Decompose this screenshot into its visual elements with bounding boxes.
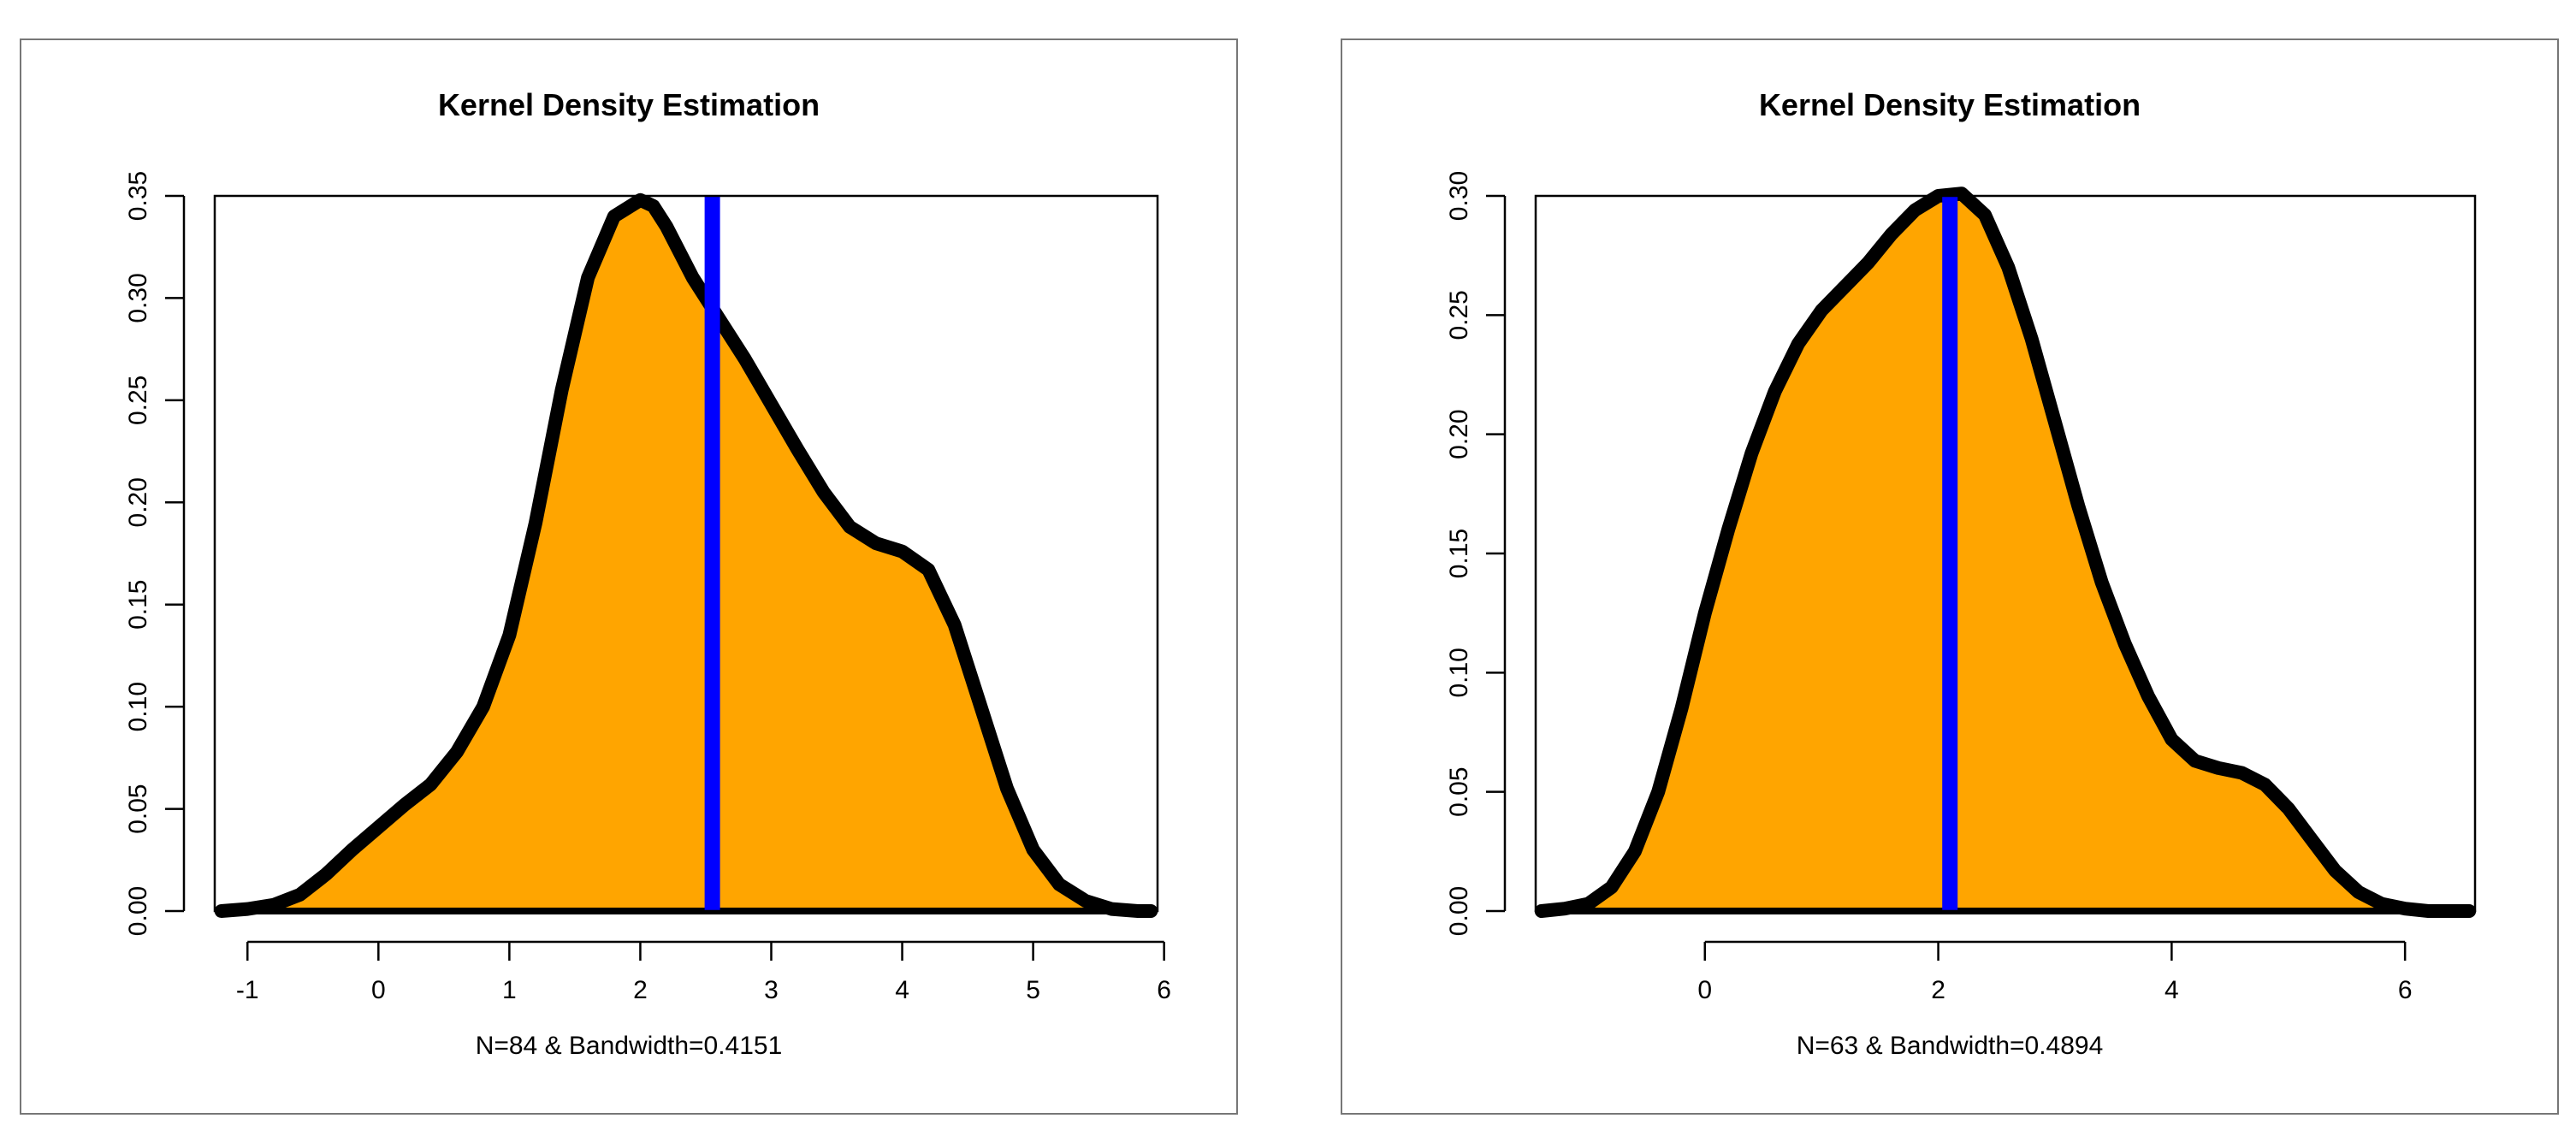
x-axis-label: N=63 & Bandwidth=0.4894 bbox=[1797, 1032, 2104, 1060]
y-tick-label: 0.10 bbox=[1445, 648, 1473, 697]
x-tick-label: 2 bbox=[633, 976, 648, 1004]
density-curve bbox=[214, 192, 1158, 918]
y-tick-label: 0.35 bbox=[124, 171, 152, 221]
y-tick-label: 0.30 bbox=[124, 273, 152, 323]
x-tick-label: 4 bbox=[2164, 976, 2179, 1004]
chart-title: Kernel Density Estimation bbox=[1759, 87, 2141, 122]
y-tick-label: 0.20 bbox=[1445, 409, 1473, 459]
density-fill bbox=[1541, 193, 2470, 911]
x-tick-label: 1 bbox=[502, 976, 517, 1004]
density-fill bbox=[221, 199, 1152, 912]
y-tick-label: 0.00 bbox=[1445, 886, 1473, 936]
plot-frame bbox=[1534, 194, 2477, 913]
y-tick-label: 0.25 bbox=[1445, 290, 1473, 340]
density-curve bbox=[1534, 186, 2477, 918]
chart-title: Kernel Density Estimation bbox=[438, 87, 820, 122]
chart-panel-left: Kernel Density Estimation -1 0 1 2 3 4 5 6 0.00… bbox=[20, 38, 1238, 1115]
x-tick-label: 6 bbox=[1157, 976, 1171, 1004]
y-tick-label: 0.25 bbox=[124, 376, 152, 425]
x-axis-label: N=84 & Bandwidth=0.4151 bbox=[476, 1032, 783, 1060]
y-tick-label: 0.15 bbox=[124, 580, 152, 630]
x-tick-label: 0 bbox=[371, 976, 386, 1004]
x-axis: 0 2 4 6 bbox=[1697, 940, 2413, 1004]
x-axis: -1 0 1 2 3 4 5 6 bbox=[236, 940, 1171, 1004]
chart-left: Kernel Density Estimation -1 0 1 2 3 4 5 6 0.00… bbox=[124, 87, 1171, 1060]
y-tick-label: 0.20 bbox=[124, 477, 152, 527]
plot-frame bbox=[213, 194, 1159, 913]
y-tick-label: 0.00 bbox=[124, 886, 152, 936]
x-tick-label: 6 bbox=[2398, 976, 2413, 1004]
y-tick-label: 0.15 bbox=[1445, 529, 1473, 578]
x-tick-label: 0 bbox=[1697, 976, 1712, 1004]
x-tick-label: -1 bbox=[236, 976, 259, 1004]
x-tick-label: 5 bbox=[1026, 976, 1040, 1004]
y-tick-label: 0.30 bbox=[1445, 171, 1473, 221]
y-tick-label: 0.10 bbox=[124, 682, 152, 731]
x-tick-label: 3 bbox=[764, 976, 779, 1004]
y-tick-label: 0.05 bbox=[124, 784, 152, 833]
y-axis: 0.00 0.05 0.10 0.15 0.20 0.25 0.30 0.35 bbox=[124, 171, 186, 936]
x-tick-label: 2 bbox=[1931, 976, 1945, 1004]
x-tick-label: 4 bbox=[895, 976, 909, 1004]
y-axis: 0.00 0.05 0.10 0.15 0.20 0.25 0.30 bbox=[1445, 171, 1507, 936]
y-tick-label: 0.05 bbox=[1445, 766, 1473, 816]
